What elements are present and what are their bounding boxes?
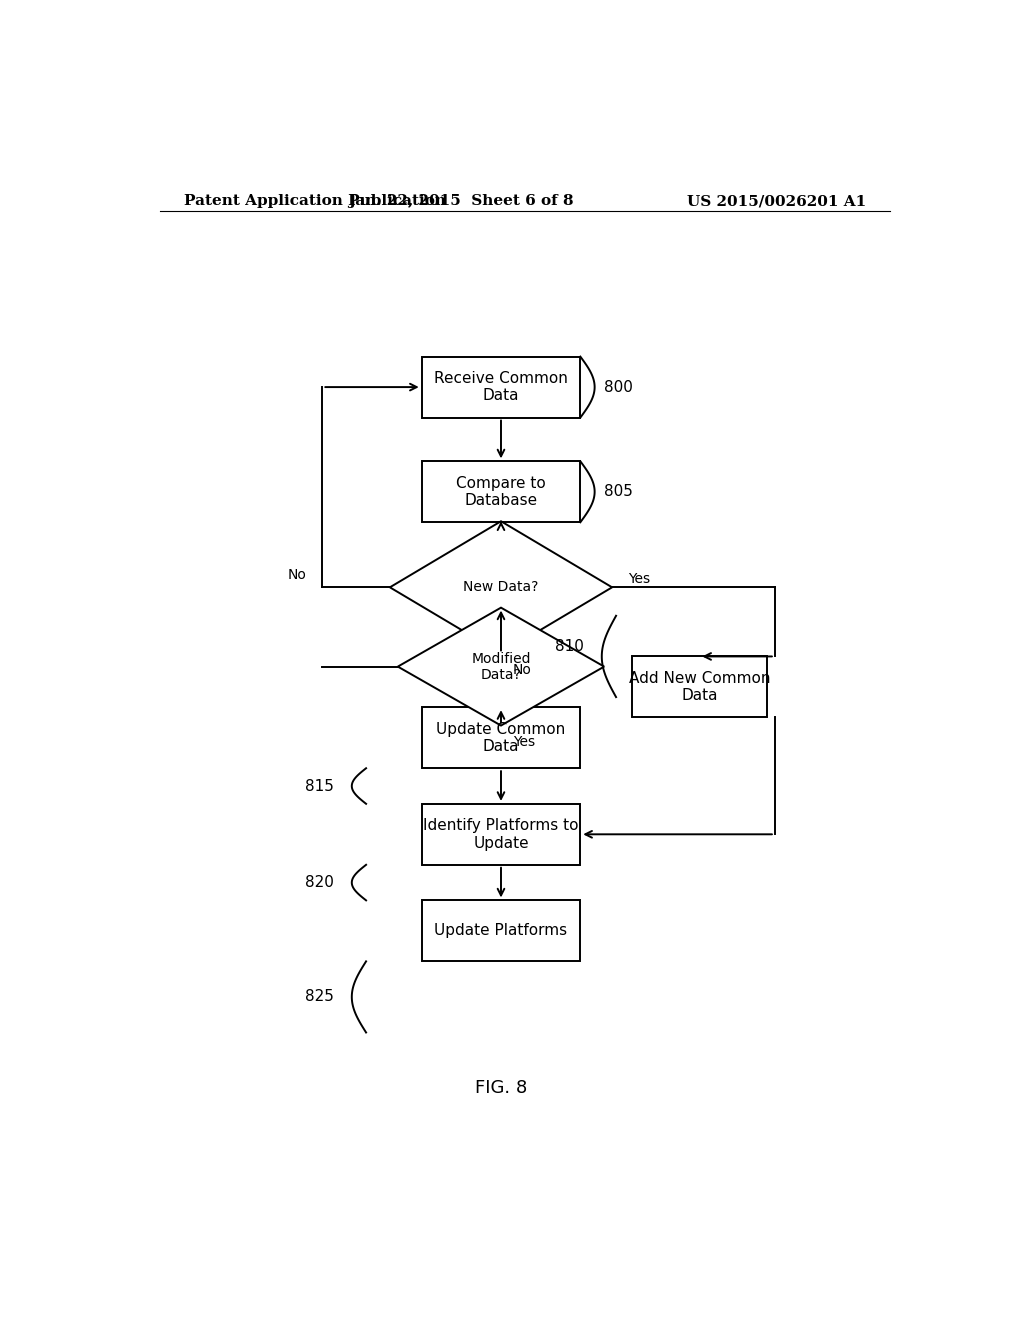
Text: No: No <box>513 663 531 677</box>
Text: 800: 800 <box>604 380 633 395</box>
FancyBboxPatch shape <box>422 461 581 523</box>
Text: FIG. 8: FIG. 8 <box>475 1080 527 1097</box>
FancyBboxPatch shape <box>422 356 581 417</box>
Text: Yes: Yes <box>628 572 650 586</box>
FancyBboxPatch shape <box>422 900 581 961</box>
FancyBboxPatch shape <box>422 804 581 865</box>
Text: 815: 815 <box>305 779 334 793</box>
Text: Yes: Yes <box>513 735 535 748</box>
Polygon shape <box>390 521 612 653</box>
FancyBboxPatch shape <box>422 708 581 768</box>
Text: No: No <box>288 568 306 582</box>
Text: Modified
Data?: Modified Data? <box>471 652 530 681</box>
Text: 820: 820 <box>305 875 334 890</box>
Text: Patent Application Publication: Patent Application Publication <box>183 194 445 209</box>
Text: Compare to
Database: Compare to Database <box>456 475 546 508</box>
Text: US 2015/0026201 A1: US 2015/0026201 A1 <box>687 194 866 209</box>
Text: Update Platforms: Update Platforms <box>434 924 567 939</box>
Text: 825: 825 <box>305 990 334 1005</box>
Polygon shape <box>397 607 604 726</box>
Text: New Data?: New Data? <box>463 581 539 594</box>
Text: Update Common
Data: Update Common Data <box>436 722 565 754</box>
Text: Receive Common
Data: Receive Common Data <box>434 371 568 404</box>
Text: 810: 810 <box>555 639 585 653</box>
Text: Identify Platforms to
Update: Identify Platforms to Update <box>423 818 579 850</box>
FancyBboxPatch shape <box>632 656 767 718</box>
Text: Jan. 22, 2015  Sheet 6 of 8: Jan. 22, 2015 Sheet 6 of 8 <box>348 194 574 209</box>
Text: 805: 805 <box>604 484 633 499</box>
Text: Add New Common
Data: Add New Common Data <box>629 671 770 704</box>
